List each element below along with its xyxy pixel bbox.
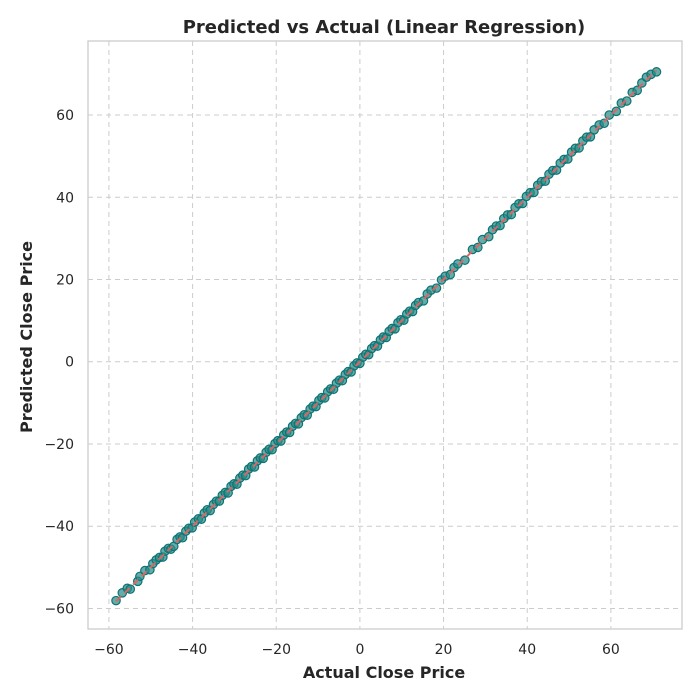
y-tick-labels: −60 −40 −20 0 20 40 60 [44, 108, 74, 617]
x-tick-labels: −60 −40 −20 0 20 40 60 [94, 642, 620, 658]
data-point-110 [473, 242, 483, 253]
x-tick-label-4: 20 [435, 642, 453, 658]
data-point-142 [599, 118, 609, 129]
grid-horizontal-lines [88, 114, 682, 609]
y-tick-label-3: 0 [65, 355, 74, 371]
chart-title: Predicted vs Actual (Linear Regression) [183, 17, 586, 38]
data-point-144 [611, 106, 622, 117]
y-tick-label-5: 40 [56, 190, 74, 206]
data-point-146 [621, 96, 632, 106]
x-axis-label: Actual Close Price [303, 663, 466, 682]
y-tick-label-2: −20 [44, 437, 74, 453]
data-point-102 [431, 283, 442, 293]
x-tick-label-3: 0 [355, 642, 364, 658]
y-tick-label-0: −60 [44, 601, 74, 617]
reference-line-group [115, 69, 658, 603]
data-point-152 [651, 67, 662, 77]
x-tick-label-2: −20 [261, 642, 291, 658]
data-points [111, 67, 662, 606]
x-tick-label-1: −40 [178, 642, 208, 658]
data-point-3 [125, 584, 136, 594]
y-axis-label: Predicted Close Price [17, 241, 36, 433]
x-tick-label-6: 60 [602, 642, 620, 658]
x-tick-label-5: 40 [518, 642, 536, 658]
y-tick-label-6: 60 [56, 108, 74, 124]
data-point-108 [460, 255, 470, 265]
y-tick-label-4: 20 [56, 272, 74, 288]
reference-line [115, 69, 658, 603]
y-tick-label-1: −40 [44, 519, 74, 535]
x-tick-label-0: −60 [94, 642, 124, 658]
